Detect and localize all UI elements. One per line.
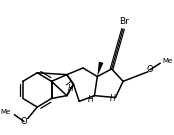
Text: O: O: [147, 65, 153, 74]
Text: Br: Br: [119, 17, 129, 26]
Text: H: H: [88, 95, 93, 104]
Text: H: H: [110, 94, 116, 103]
Text: O: O: [21, 117, 27, 126]
Text: Me: Me: [162, 58, 172, 64]
Polygon shape: [97, 62, 103, 77]
Text: H: H: [68, 85, 73, 93]
Text: Me: Me: [0, 109, 11, 115]
